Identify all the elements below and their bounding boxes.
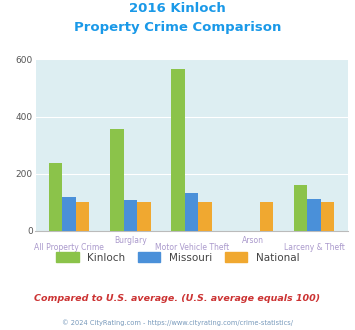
Text: Property Crime Comparison: Property Crime Comparison	[74, 21, 281, 34]
Bar	[49, 163, 62, 231]
Bar	[76, 202, 89, 231]
Bar	[294, 185, 307, 231]
Bar	[62, 197, 76, 231]
Bar	[110, 129, 124, 231]
Bar	[321, 202, 334, 231]
Text: Compared to U.S. average. (U.S. average equals 100): Compared to U.S. average. (U.S. average …	[34, 294, 321, 303]
Legend: Kinloch, Missouri, National: Kinloch, Missouri, National	[51, 248, 304, 267]
Text: Larceny & Theft: Larceny & Theft	[284, 243, 345, 251]
Text: All Property Crime: All Property Crime	[34, 243, 104, 251]
Text: Burglary: Burglary	[114, 236, 147, 245]
Text: 2016 Kinloch: 2016 Kinloch	[129, 2, 226, 15]
Text: Arson: Arson	[242, 236, 264, 245]
Bar	[137, 202, 151, 231]
Bar	[260, 202, 273, 231]
Text: Motor Vehicle Theft: Motor Vehicle Theft	[154, 243, 229, 251]
Bar	[185, 193, 198, 231]
Bar	[307, 199, 321, 231]
Bar	[198, 202, 212, 231]
Bar	[171, 69, 185, 231]
Bar	[124, 200, 137, 231]
Text: © 2024 CityRating.com - https://www.cityrating.com/crime-statistics/: © 2024 CityRating.com - https://www.city…	[62, 319, 293, 326]
